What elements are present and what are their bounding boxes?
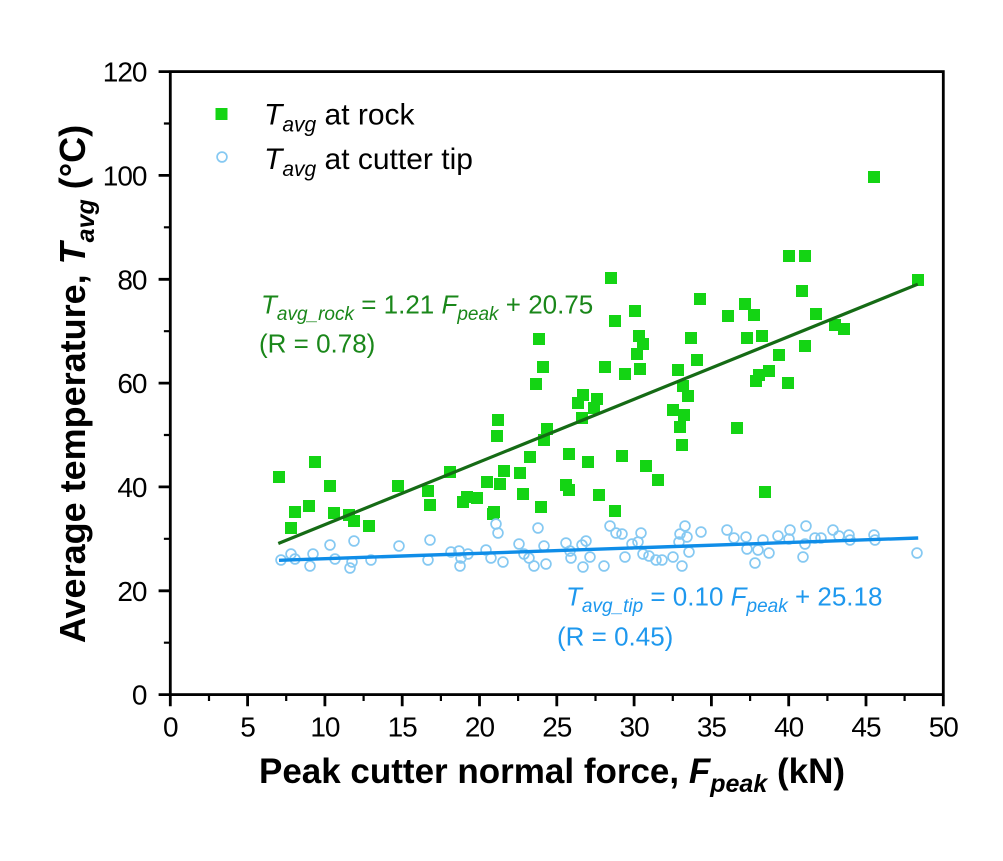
svg-text:20: 20 [117,576,147,607]
svg-text:35: 35 [697,712,727,743]
svg-text:20: 20 [465,712,495,743]
svg-text:(R = 0.45): (R = 0.45) [557,622,673,652]
svg-text:0: 0 [163,712,178,743]
svg-text:30: 30 [620,712,650,743]
svg-text:Peak cutter normal force, Fpea: Peak cutter normal force, Fpeak (kN) [259,752,845,798]
svg-text:40: 40 [117,472,147,503]
svg-text:50: 50 [929,712,959,743]
svg-text:120: 120 [103,57,147,88]
svg-text:10: 10 [310,712,340,743]
svg-text:Tavg at rock: Tavg at rock [264,98,416,136]
svg-text:25: 25 [542,712,572,743]
svg-text:60: 60 [117,368,147,399]
svg-text:Tavg_tip = 0.10 Fpeak + 25.18: Tavg_tip = 0.10 Fpeak + 25.18 [566,582,882,618]
svg-text:Tavg at cutter tip: Tavg at cutter tip [264,143,473,181]
svg-text:Average temperature, Tavg (°C): Average temperature, Tavg (°C) [52,125,100,643]
svg-text:(R = 0.78): (R = 0.78) [259,329,375,359]
svg-text:0: 0 [132,680,147,711]
svg-text:5: 5 [240,712,255,743]
svg-text:Tavg_rock = 1.21 Fpeak + 20.75: Tavg_rock = 1.21 Fpeak + 20.75 [261,290,593,326]
svg-text:15: 15 [388,712,418,743]
svg-text:40: 40 [774,712,804,743]
svg-text:80: 80 [117,264,147,295]
svg-text:100: 100 [103,161,147,192]
svg-text:45: 45 [851,712,881,743]
